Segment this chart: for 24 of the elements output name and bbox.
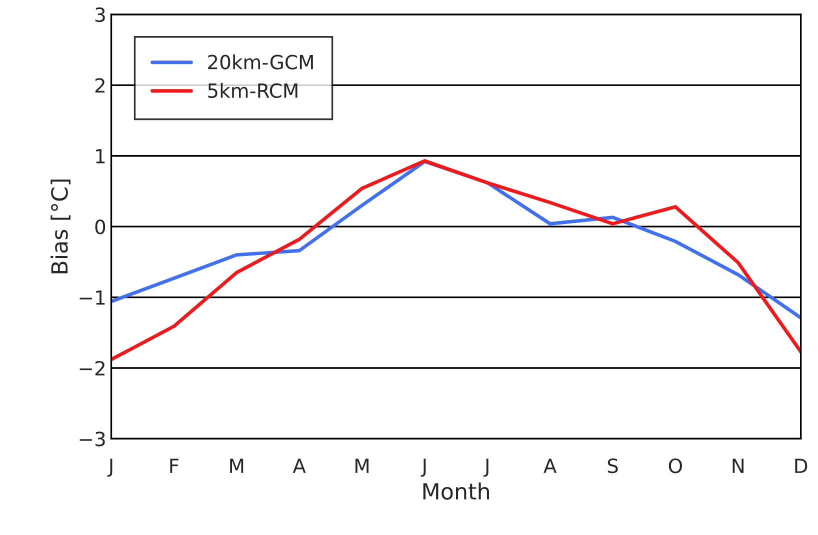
- x-tick-label: S: [608, 458, 618, 474]
- y-tick-label: 0: [95, 220, 106, 234]
- x-tick-label: J: [107, 458, 112, 477]
- x-tick-label: A: [292, 458, 306, 473]
- y-tick-label: −2: [80, 360, 104, 376]
- x-tick-label: J: [420, 458, 426, 477]
- x-tick-label: M: [230, 458, 244, 473]
- legend-label: 20km-GCM: [208, 54, 313, 70]
- legend-label: 5km-RCM: [208, 82, 298, 98]
- x-tick-label: M: [356, 458, 368, 473]
- y-tick-label: 2: [95, 78, 104, 93]
- y-tick-label: 1: [96, 149, 105, 164]
- x-axis-title: Month: [423, 482, 489, 500]
- x-tick-label: F: [170, 458, 178, 473]
- y-tick-label: 3: [96, 7, 105, 22]
- x-tick-label: D: [795, 458, 808, 473]
- y-axis-title: Bias [°C]: [50, 180, 70, 274]
- x-tick-label: O: [668, 458, 682, 474]
- y-tick-label: −3: [80, 432, 105, 446]
- y-tick-label: −1: [80, 290, 105, 305]
- line-series: [111, 159, 801, 362]
- x-tick-label: N: [732, 458, 744, 473]
- x-tick-label: J: [484, 458, 488, 477]
- x-tick-label: A: [544, 458, 557, 473]
